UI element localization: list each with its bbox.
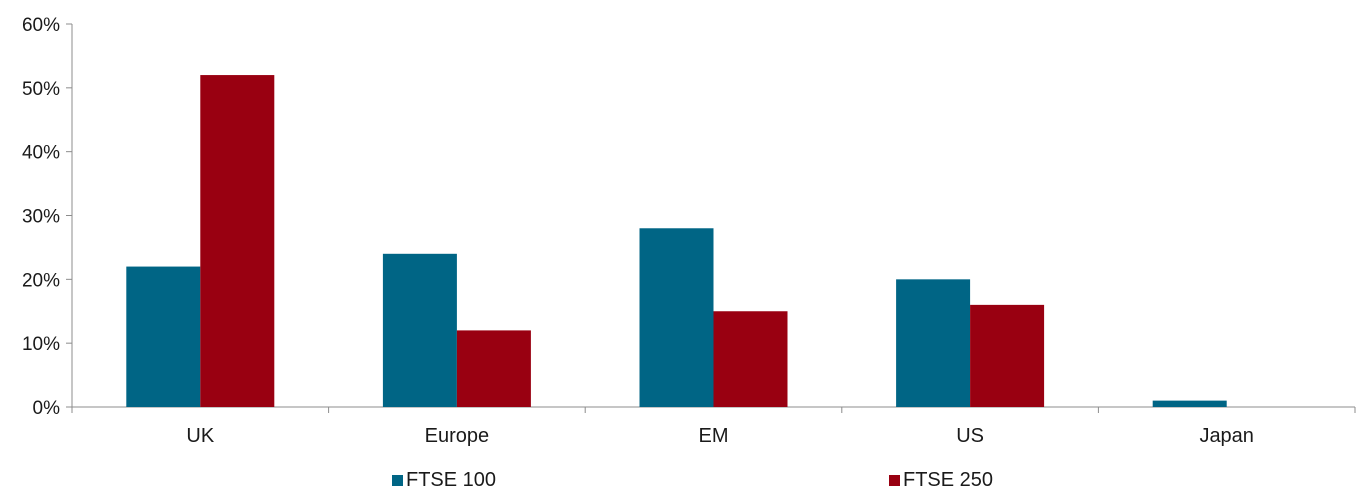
y-tick-label: 30% <box>22 207 60 228</box>
y-tick-label: 40% <box>22 143 60 164</box>
y-tick-label: 20% <box>22 270 60 291</box>
bars <box>126 75 1227 408</box>
legend-label: FTSE 250 <box>903 469 993 490</box>
y-axis: 0% 10% 20% 30% 40% 50% 60% <box>22 15 73 419</box>
x-category-label: Japan <box>1199 425 1254 447</box>
y-tick-label: 0% <box>33 398 61 419</box>
y-tick-label: 50% <box>22 79 60 100</box>
bar-ftse-100-europe <box>382 253 457 407</box>
y-tick-label: 60% <box>22 15 60 36</box>
bar-ftse-250-em <box>713 311 788 407</box>
x-axis: UK Europe EM US Japan <box>71 406 1356 447</box>
legend-swatch <box>392 475 403 486</box>
bar-ftse-100-em <box>639 228 714 407</box>
bar-ftse-100-uk <box>126 266 201 407</box>
y-tick-label: 10% <box>22 334 60 355</box>
legend-label: FTSE 100 <box>406 469 496 490</box>
bar-ftse-100-us <box>896 279 971 407</box>
bar-ftse-100-japan <box>1152 400 1227 407</box>
bar-ftse-250-us <box>970 304 1045 407</box>
x-category-label: EM <box>699 425 729 447</box>
bar-ftse-250-uk <box>200 75 275 408</box>
x-category-label: UK <box>186 425 214 447</box>
x-category-label: US <box>956 425 984 447</box>
bar-ftse-250-europe <box>456 330 531 407</box>
x-category-label: Europe <box>425 425 490 447</box>
legend-swatch <box>889 475 900 486</box>
legend: FTSE 100 FTSE 250 <box>392 469 993 491</box>
